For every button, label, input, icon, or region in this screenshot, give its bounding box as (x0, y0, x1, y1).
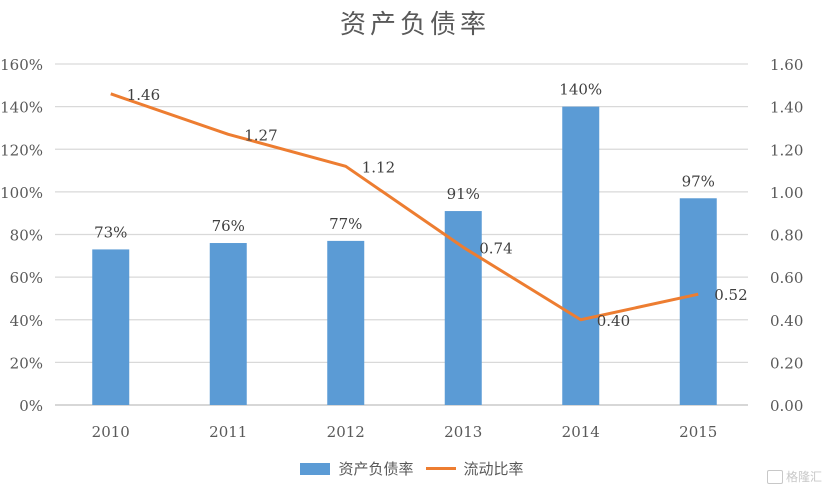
watermark: 格隆汇 (766, 468, 822, 485)
watermark-text: 格隆汇 (785, 470, 822, 484)
x-axis-tick: 2011 (209, 423, 247, 441)
bar-data-label: 97% (682, 172, 715, 190)
right-axis-tick: 0.60 (770, 269, 803, 287)
bar-data-label: 76% (212, 217, 245, 235)
bar[interactable] (444, 211, 482, 405)
bar-data-labels: 73% 76% 77% 91% 140% 97% (94, 81, 715, 242)
line-data-label: 1.12 (362, 158, 395, 176)
left-axis-tick: 160% (0, 56, 43, 74)
left-axis: 0% 20% 40% 60% 80% 100% 120% 140% 160% (0, 56, 43, 415)
left-axis-tick: 140% (0, 99, 43, 117)
legend-item-line[interactable]: 流动比率 (425, 458, 524, 479)
bar-data-label: 73% (94, 223, 127, 241)
x-axis: 2010 2011 2012 2013 2014 2015 (92, 423, 718, 441)
line-path[interactable] (110, 92, 699, 322)
bar[interactable] (92, 249, 130, 405)
x-axis-tick: 2014 (562, 423, 600, 441)
left-axis-tick: 120% (0, 141, 43, 159)
left-axis-tick: 20% (10, 354, 43, 372)
bar-data-label: 91% (447, 185, 480, 203)
legend: 资产负债率 流动比率 (0, 458, 830, 479)
left-axis-tick: 60% (10, 269, 43, 287)
bar[interactable] (679, 198, 717, 405)
x-axis-tick: 2013 (444, 423, 482, 441)
line-swatch-icon (425, 467, 456, 470)
left-axis-tick: 80% (10, 227, 43, 245)
line-data-label: 0.40 (597, 312, 630, 330)
x-axis-tick: 2010 (92, 423, 130, 441)
right-axis-tick: 1.20 (770, 141, 803, 159)
line-data-label: 0.74 (479, 239, 512, 257)
right-axis-tick: 0.40 (770, 312, 803, 330)
watermark-logo-icon (766, 469, 783, 484)
legend-line-label: 流动比率 (463, 460, 524, 478)
left-axis-tick: 0% (19, 397, 43, 415)
line-data-label: 1.46 (127, 86, 160, 104)
right-axis-tick: 1.60 (770, 56, 803, 74)
left-axis-tick: 100% (0, 184, 43, 202)
right-axis-tick: 0.00 (770, 397, 803, 415)
chart-title: 资产负债率 (339, 10, 490, 40)
line-data-label: 0.52 (714, 286, 747, 304)
gridlines (55, 63, 748, 406)
line-data-label: 1.27 (244, 126, 277, 144)
x-axis-tick: 2012 (327, 423, 365, 441)
bar-series (92, 106, 717, 405)
bar-swatch-icon (300, 462, 331, 475)
legend-item-bar[interactable]: 资产负债率 (300, 458, 414, 479)
x-axis-tick: 2015 (679, 423, 717, 441)
right-axis-tick: 0.20 (770, 354, 803, 372)
line-data-labels: 1.46 1.27 1.12 0.74 0.40 0.52 (127, 86, 748, 330)
right-axis-tick: 1.40 (770, 99, 803, 117)
bar[interactable] (327, 240, 365, 405)
bar-data-label: 77% (329, 215, 362, 233)
bar[interactable] (562, 106, 600, 405)
right-axis: 0.00 0.20 0.40 0.60 0.80 1.00 1.20 1.40 1.60 (770, 56, 803, 415)
bar[interactable] (209, 243, 247, 405)
legend-bar-label: 资产负债率 (338, 460, 414, 478)
line-series (110, 92, 699, 322)
right-axis-tick: 0.80 (770, 227, 803, 245)
right-axis-tick: 1.00 (770, 184, 803, 202)
left-axis-tick: 40% (10, 312, 43, 330)
bar-data-label: 140% (559, 81, 602, 99)
